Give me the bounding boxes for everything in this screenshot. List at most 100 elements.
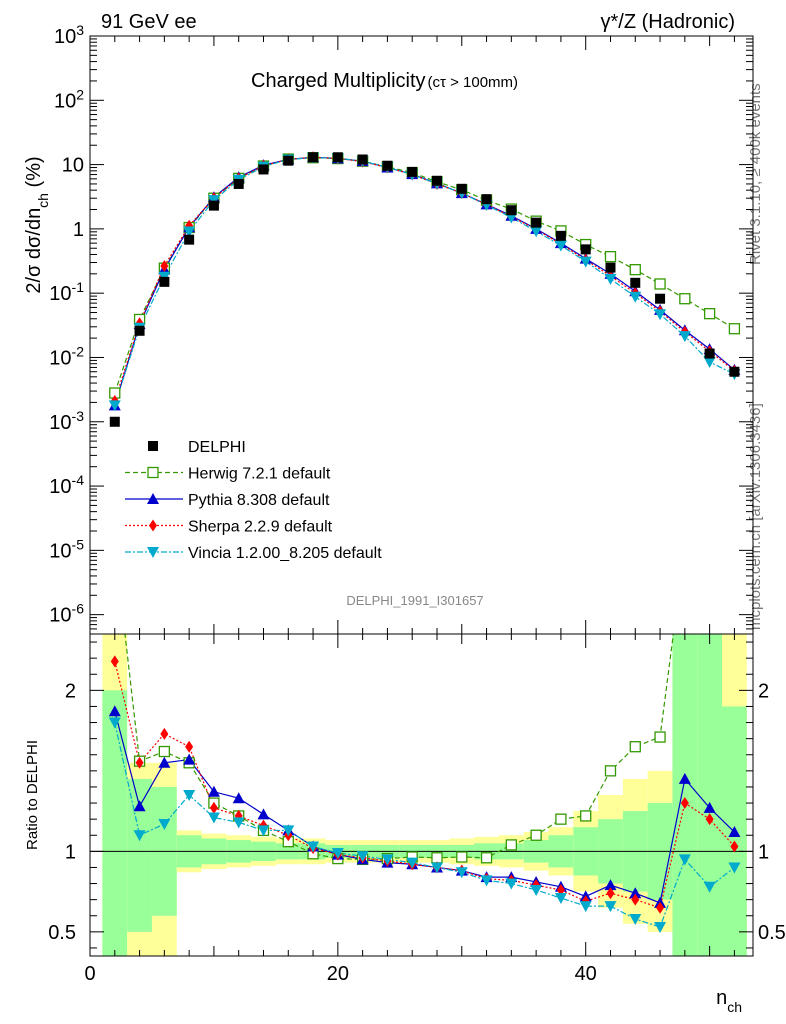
lower-plot-frame [89,633,754,957]
ratio-point-diamond [160,727,169,740]
lower-y-tick-label-left: 0.5 [48,922,76,944]
ratio-point-open-square [629,741,641,753]
ratio-point-triangle-up [232,792,245,804]
legend-marker-triangle-up [147,493,159,504]
ratio-point-triangle-up [629,887,642,899]
ratio-point-diamond [110,655,119,668]
delphi-data-point [382,160,393,171]
ratio-point-triangle-up [678,772,691,784]
legend-marker-open-square [147,466,159,479]
series-point-triangle-down [604,273,617,285]
ratio-point-open-square [456,851,468,863]
delphi-data-point [580,244,591,255]
series-point-open-square [629,264,641,276]
ratio-point-triangle-down [554,893,567,905]
delphi-data-point [655,293,666,304]
series-point-triangle-down [183,226,196,238]
series-point-open-square [604,250,617,263]
ratio-point-diamond [656,901,665,914]
upper-y-tick-label: 10-2 [49,343,84,369]
ratio-point-triangle-down [629,913,642,925]
series-point-triangle-down [108,400,121,412]
plot-title: Charged Multiplicity (cτ > 100mm) [251,70,518,92]
ratio-point-triangle-up [108,705,121,717]
upper-y-tick-label: 10-1 [49,279,84,305]
series-line-triangle-up [114,156,735,406]
series-point-triangle-down [654,309,667,321]
series-point-triangle-down [579,256,592,268]
delphi-data-point [630,277,641,288]
legend-marker-filled-square [148,441,158,451]
ratio-point-triangle-down [108,717,121,729]
inner-band-bin [102,690,128,956]
series-point-triangle-down [629,291,642,303]
delphi-data-point [431,175,442,186]
x-axis-label: nch [716,987,742,1015]
ratio-point-diamond [680,797,689,810]
ratio-point-triangle-up [604,879,617,891]
upper-y-tick-label: 102 [54,86,84,112]
plot-title-main: Charged Multiplicity [251,70,426,92]
header-energy-label: 91 GeV ee [101,11,197,33]
ratio-point-triangle-up [257,808,270,820]
upper-y-tick-label: 10-6 [49,601,84,627]
ratio-point-open-square [654,731,666,743]
ratio-point-diamond [730,840,739,853]
ratio-point-triangle-down [579,901,592,913]
upper-y-axis-label: 2/σ dσ/dnch (%) [23,156,51,293]
series-point-triangle-down [530,226,543,238]
ratio-point-diamond [606,887,615,900]
upper-series-layer [108,151,741,427]
ratio-point-diamond [631,893,640,906]
lower-axes: 0.5 0.51 12 20 20 40 [48,634,786,985]
x-tick-label: 20 [327,963,349,985]
legend-label: DELPHI [188,439,246,456]
analysis-watermark: DELPHI_1991_I301657 [346,593,483,608]
delphi-data-point [109,416,120,427]
upper-y-tick-label: 10-5 [49,536,84,562]
ratio-point-triangle-down [430,862,443,874]
upper-y-tick-label: 103 [54,22,84,48]
delphi-data-point [357,154,368,165]
legend-label: Sherpa 2.2.9 default [188,519,333,536]
legend: DELPHI Herwig 7.2.1 default Pythia 8.308 d… [125,439,382,562]
ratio-point-diamond [705,813,714,826]
x-tick-label: 40 [575,963,597,985]
delphi-data-point [506,205,517,216]
series-point-open-square [728,323,741,335]
ratio-point-triangle-up [183,753,196,765]
ratio-point-triangle-down [406,857,419,869]
ratio-point-open-square [431,852,443,864]
ratio-point-triangle-down [331,847,344,859]
ratio-line-triangle-down [114,722,735,928]
ratio-point-diamond [185,740,194,753]
ratio-point-triangle-down [183,790,196,801]
legend-label: Pythia 8.308 default [188,492,330,509]
rivet-version-label: Rivet 3.1.10, ≥ 400k events [747,83,764,265]
ratio-point-triangle-up [133,800,146,812]
header-process-label: γ*/Z (Hadronic) [601,11,735,33]
inner-band-bin [697,634,723,956]
ratio-point-triangle-down [257,825,270,837]
delphi-data-point [332,152,343,163]
ratio-point-triangle-down [480,875,493,887]
ratio-point-triangle-down [356,851,369,863]
ratio-point-open-square [505,839,517,851]
legend-label: Herwig 7.2.1 default [188,466,331,483]
ratio-point-triangle-down [728,862,741,874]
mcplots-reference-label: mcplots.cern.ch [arXiv:1306.3436] [747,403,764,630]
ratio-point-open-square [580,810,592,822]
series-line-open-square [114,157,735,394]
ratio-point-triangle-up [703,801,716,813]
series-point-triangle-down [703,357,716,369]
ratio-point-triangle-down [282,825,295,837]
delphi-data-point [184,234,195,245]
ratio-point-triangle-down [307,841,320,853]
x-tick-label: 0 [84,963,95,985]
ratio-point-open-square [555,813,567,825]
plot-title-subtitle: (cτ > 100mm) [428,74,519,91]
series-line-diamond [114,156,735,402]
series-point-triangle-down [678,331,691,343]
